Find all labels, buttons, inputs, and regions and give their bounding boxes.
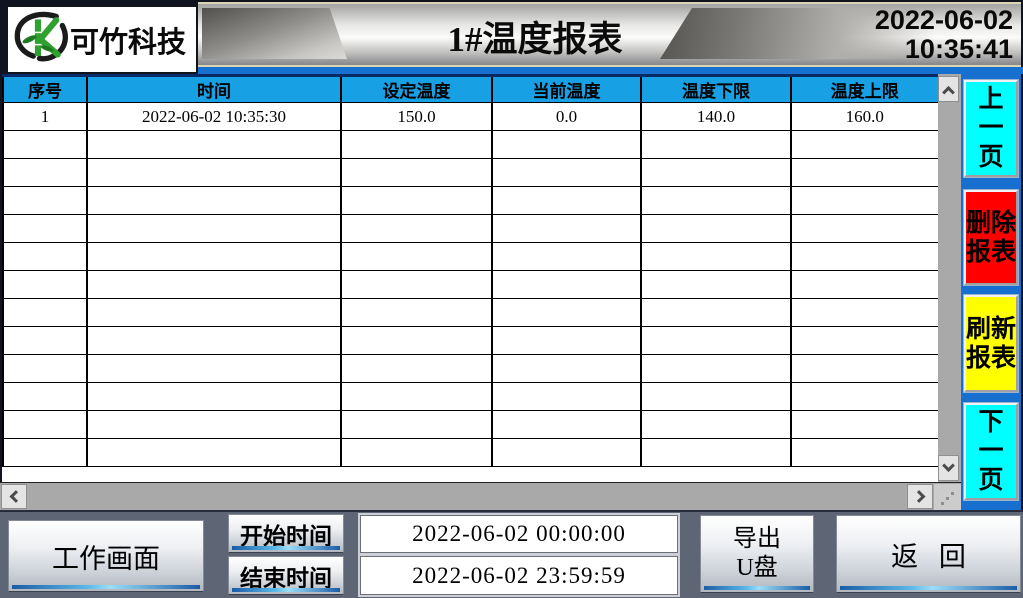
chevron-right-icon (912, 490, 925, 503)
scroll-down-button[interactable] (938, 455, 959, 481)
end-time-field[interactable]: 2022-06-02 23:59:59 (360, 556, 678, 595)
header-blue-strip (198, 67, 1023, 74)
export-label-line: 导出 (733, 526, 781, 552)
col-header-low-limit: 温度下限 (640, 74, 792, 103)
next-char: 下 (978, 409, 1004, 436)
page-title: 1#温度报表 (447, 20, 623, 59)
table-row (2, 298, 938, 327)
back-button[interactable]: 返 回 (836, 515, 1021, 593)
cell-high-limit: 160.0 (790, 102, 938, 131)
col-header-time: 时间 (86, 74, 342, 103)
vertical-scrollbar[interactable] (938, 74, 961, 482)
left-bevel-decoration (202, 8, 347, 59)
cell-current-temp: 0.0 (491, 102, 642, 131)
start-time-label-button[interactable]: 开始时间 (228, 514, 344, 553)
table-header-row: 序号 时间 设定温度 当前温度 温度下限 温度上限 (2, 74, 938, 103)
table-row (2, 382, 938, 411)
table-row[interactable]: 1 2022-06-02 10:35:30 150.0 0.0 140.0 16… (2, 102, 938, 131)
delete-label-line: 删除 (966, 209, 1017, 237)
top-bar: 可竹科技 1#温度报表 2022-06-02 10:35:41 (0, 0, 1023, 74)
table-row (2, 438, 938, 467)
chevron-left-icon (9, 490, 22, 503)
table-row (2, 410, 938, 439)
col-header-set-temp: 设定温度 (340, 74, 493, 103)
table-row (2, 326, 938, 355)
system-date: 2022-06-02 (874, 5, 1013, 35)
start-time-field[interactable]: 2022-06-02 00:00:00 (360, 515, 678, 553)
title-bar-background (198, 2, 1021, 67)
prev-char: 一 (978, 115, 1004, 142)
cell-set-temp: 150.0 (340, 102, 493, 131)
scrollbar-corner (934, 484, 961, 511)
col-header-index: 序号 (2, 74, 88, 103)
table-row (2, 354, 938, 383)
table-row (2, 158, 938, 187)
work-screen-button[interactable]: 工作画面 (8, 520, 204, 592)
table-row (2, 242, 938, 271)
scroll-right-button[interactable] (907, 484, 933, 509)
bottom-bar: 工作画面 开始时间 结束时间 2022-06-02 00:00:00 2022-… (0, 510, 1023, 598)
end-time-label-button[interactable]: 结束时间 (228, 556, 344, 595)
logo-text: 可竹科技 (70, 26, 187, 59)
report-table-area: 序号 时间 设定温度 当前温度 温度下限 温度上限 1 2022-06-02 1… (0, 74, 938, 482)
table-row (2, 130, 938, 159)
col-header-current-temp: 当前温度 (491, 74, 642, 103)
resize-grip-icon (941, 502, 944, 505)
table-row (2, 270, 938, 299)
col-header-high-limit: 温度上限 (790, 74, 938, 103)
scroll-up-button[interactable] (938, 76, 959, 102)
side-button-panel: 上 一 页 删除 报表 刷新 报表 下 一 页 (961, 67, 1021, 510)
delete-label-line: 报表 (966, 238, 1017, 266)
report-table: 序号 时间 设定温度 当前温度 温度下限 温度上限 1 2022-06-02 1… (2, 74, 938, 467)
cell-index: 1 (2, 102, 88, 131)
refresh-report-button[interactable]: 刷新 报表 (963, 294, 1019, 393)
next-char: 页 (978, 467, 1004, 494)
export-label-line: U盘 (736, 555, 778, 581)
report-table-body: 1 2022-06-02 10:35:30 150.0 0.0 140.0 16… (2, 102, 938, 467)
table-row (2, 186, 938, 215)
refresh-label-line: 报表 (966, 344, 1017, 372)
export-usb-button[interactable]: 导出 U盘 (700, 515, 814, 593)
cell-time: 2022-06-02 10:35:30 (86, 102, 342, 131)
cell-low-limit: 140.0 (640, 102, 792, 131)
right-bevel-decoration (660, 8, 980, 59)
bamboo-k-logo-icon (12, 9, 70, 70)
refresh-label-line: 刷新 (966, 315, 1017, 343)
previous-page-button[interactable]: 上 一 页 (963, 79, 1019, 178)
chevron-up-icon (942, 85, 955, 99)
next-page-button[interactable]: 下 一 页 (963, 402, 1019, 501)
prev-char: 上 (978, 86, 1004, 113)
system-time: 10:35:41 (904, 34, 1013, 64)
delete-report-button[interactable]: 删除 报表 (963, 189, 1019, 286)
table-row (2, 214, 938, 243)
scroll-left-button[interactable] (1, 484, 27, 509)
next-char: 一 (978, 438, 1004, 465)
prev-char: 页 (978, 144, 1004, 171)
company-logo: 可竹科技 (6, 5, 198, 74)
horizontal-scrollbar[interactable] (0, 482, 961, 511)
system-datetime: 2022-06-02 10:35:41 (875, 6, 1013, 64)
chevron-down-icon (942, 458, 955, 472)
